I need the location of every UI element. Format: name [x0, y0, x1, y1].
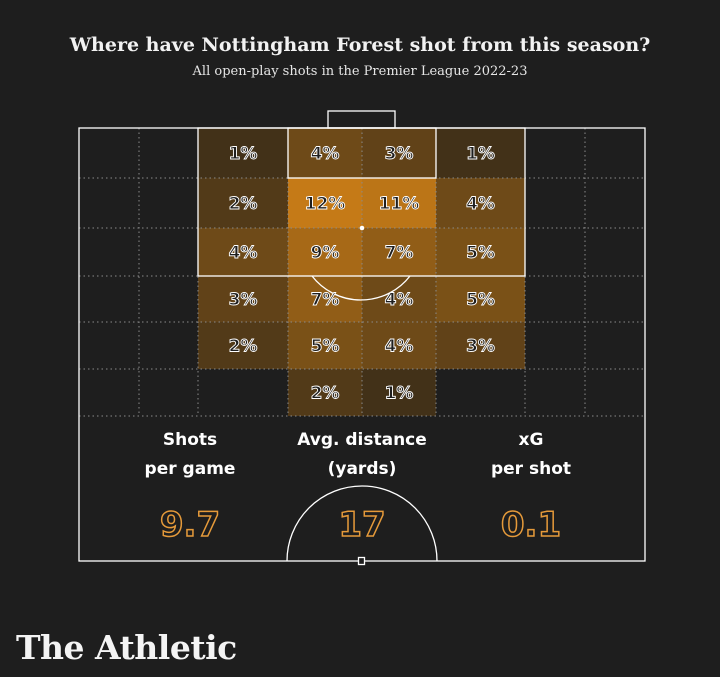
- cell-percent-label: 7%: [311, 290, 340, 310]
- heat-cell: [362, 369, 436, 416]
- cell-percent-label: 2%: [229, 337, 258, 357]
- cell-percent-label: 12%: [305, 194, 346, 214]
- percent-labels: 1% 4% 3% 1% 2% 12% 11% 4% 4% 9% 7% 5% 3% 7% 4% 5% 2% 5% 4%…: [228, 144, 495, 404]
- cell-percent-label: 3%: [466, 337, 495, 357]
- pitch-markings: [78, 110, 646, 566]
- goal: [327, 110, 396, 129]
- cell-percent-label: 4%: [229, 243, 258, 263]
- heat-cell: [288, 178, 362, 228]
- heat-cell: [288, 369, 362, 416]
- cell-percent-label: 7%: [385, 243, 414, 263]
- cell-percent-label: 5%: [466, 290, 495, 310]
- stat-value: 0.1: [501, 505, 561, 545]
- cell-percent-label: 4%: [385, 290, 414, 310]
- centre-circle-arc: [286, 485, 438, 562]
- heat-cell: [436, 128, 525, 178]
- six-yard-box: [287, 127, 437, 179]
- cell-percent-label: 2%: [229, 194, 258, 214]
- cell-percent-label: 5%: [311, 337, 340, 357]
- stat-value: 17: [338, 505, 385, 545]
- heat-cell: [362, 228, 436, 276]
- heat-cell: [436, 322, 525, 369]
- heat-layer: [198, 128, 525, 416]
- cell-percent-label: 1%: [466, 144, 495, 164]
- heat-cell: [436, 276, 525, 322]
- heat-cell: [288, 128, 362, 178]
- cell-percent-label: 3%: [385, 144, 414, 164]
- heat-cell: [198, 228, 288, 276]
- cell-percent-label: 5%: [466, 243, 495, 263]
- heat-cell: [362, 128, 436, 178]
- penalty-arc: [311, 275, 411, 301]
- stat-value: 9.7: [160, 505, 220, 545]
- stats-panel: Shots per game 9.7 Avg. distance (yards) 17 xG…: [145, 430, 571, 546]
- heat-cell: [436, 228, 525, 276]
- heat-cell: [436, 178, 525, 228]
- penalty-spot: [359, 225, 365, 231]
- stat-label: Avg. distance: [297, 430, 427, 450]
- chart-subtitle: All open-play shots in the Premier Leagu…: [192, 64, 528, 79]
- heat-cell: [362, 322, 436, 369]
- stat-sublabel: (yards): [328, 459, 397, 479]
- cell-percent-label: 11%: [379, 194, 420, 214]
- the-athletic-logo: The Athletic: [16, 628, 237, 667]
- chart-title: Where have Nottingham Forest shot from t…: [69, 34, 651, 56]
- heat-cell: [198, 128, 288, 178]
- cell-percent-label: 4%: [311, 144, 340, 164]
- cell-percent-label: 1%: [385, 384, 414, 404]
- centre-spot: [357, 556, 366, 566]
- heat-cell: [198, 276, 288, 322]
- stat-label: xG: [519, 430, 544, 450]
- heat-cell: [362, 178, 436, 228]
- stat-sublabel: per game: [145, 459, 236, 479]
- cell-percent-label: 4%: [385, 337, 414, 357]
- heat-cell: [198, 178, 288, 228]
- cell-percent-label: 3%: [229, 290, 258, 310]
- heat-cell: [288, 228, 362, 276]
- heat-cell: [198, 322, 288, 369]
- heat-cell: [288, 322, 362, 369]
- stat-sublabel: per shot: [491, 459, 571, 479]
- cell-percent-label: 4%: [466, 194, 495, 214]
- cell-percent-label: 9%: [311, 243, 340, 263]
- cell-percent-label: 1%: [229, 144, 258, 164]
- cell-percent-label: 2%: [311, 384, 340, 404]
- stat-label: Shots: [163, 430, 217, 450]
